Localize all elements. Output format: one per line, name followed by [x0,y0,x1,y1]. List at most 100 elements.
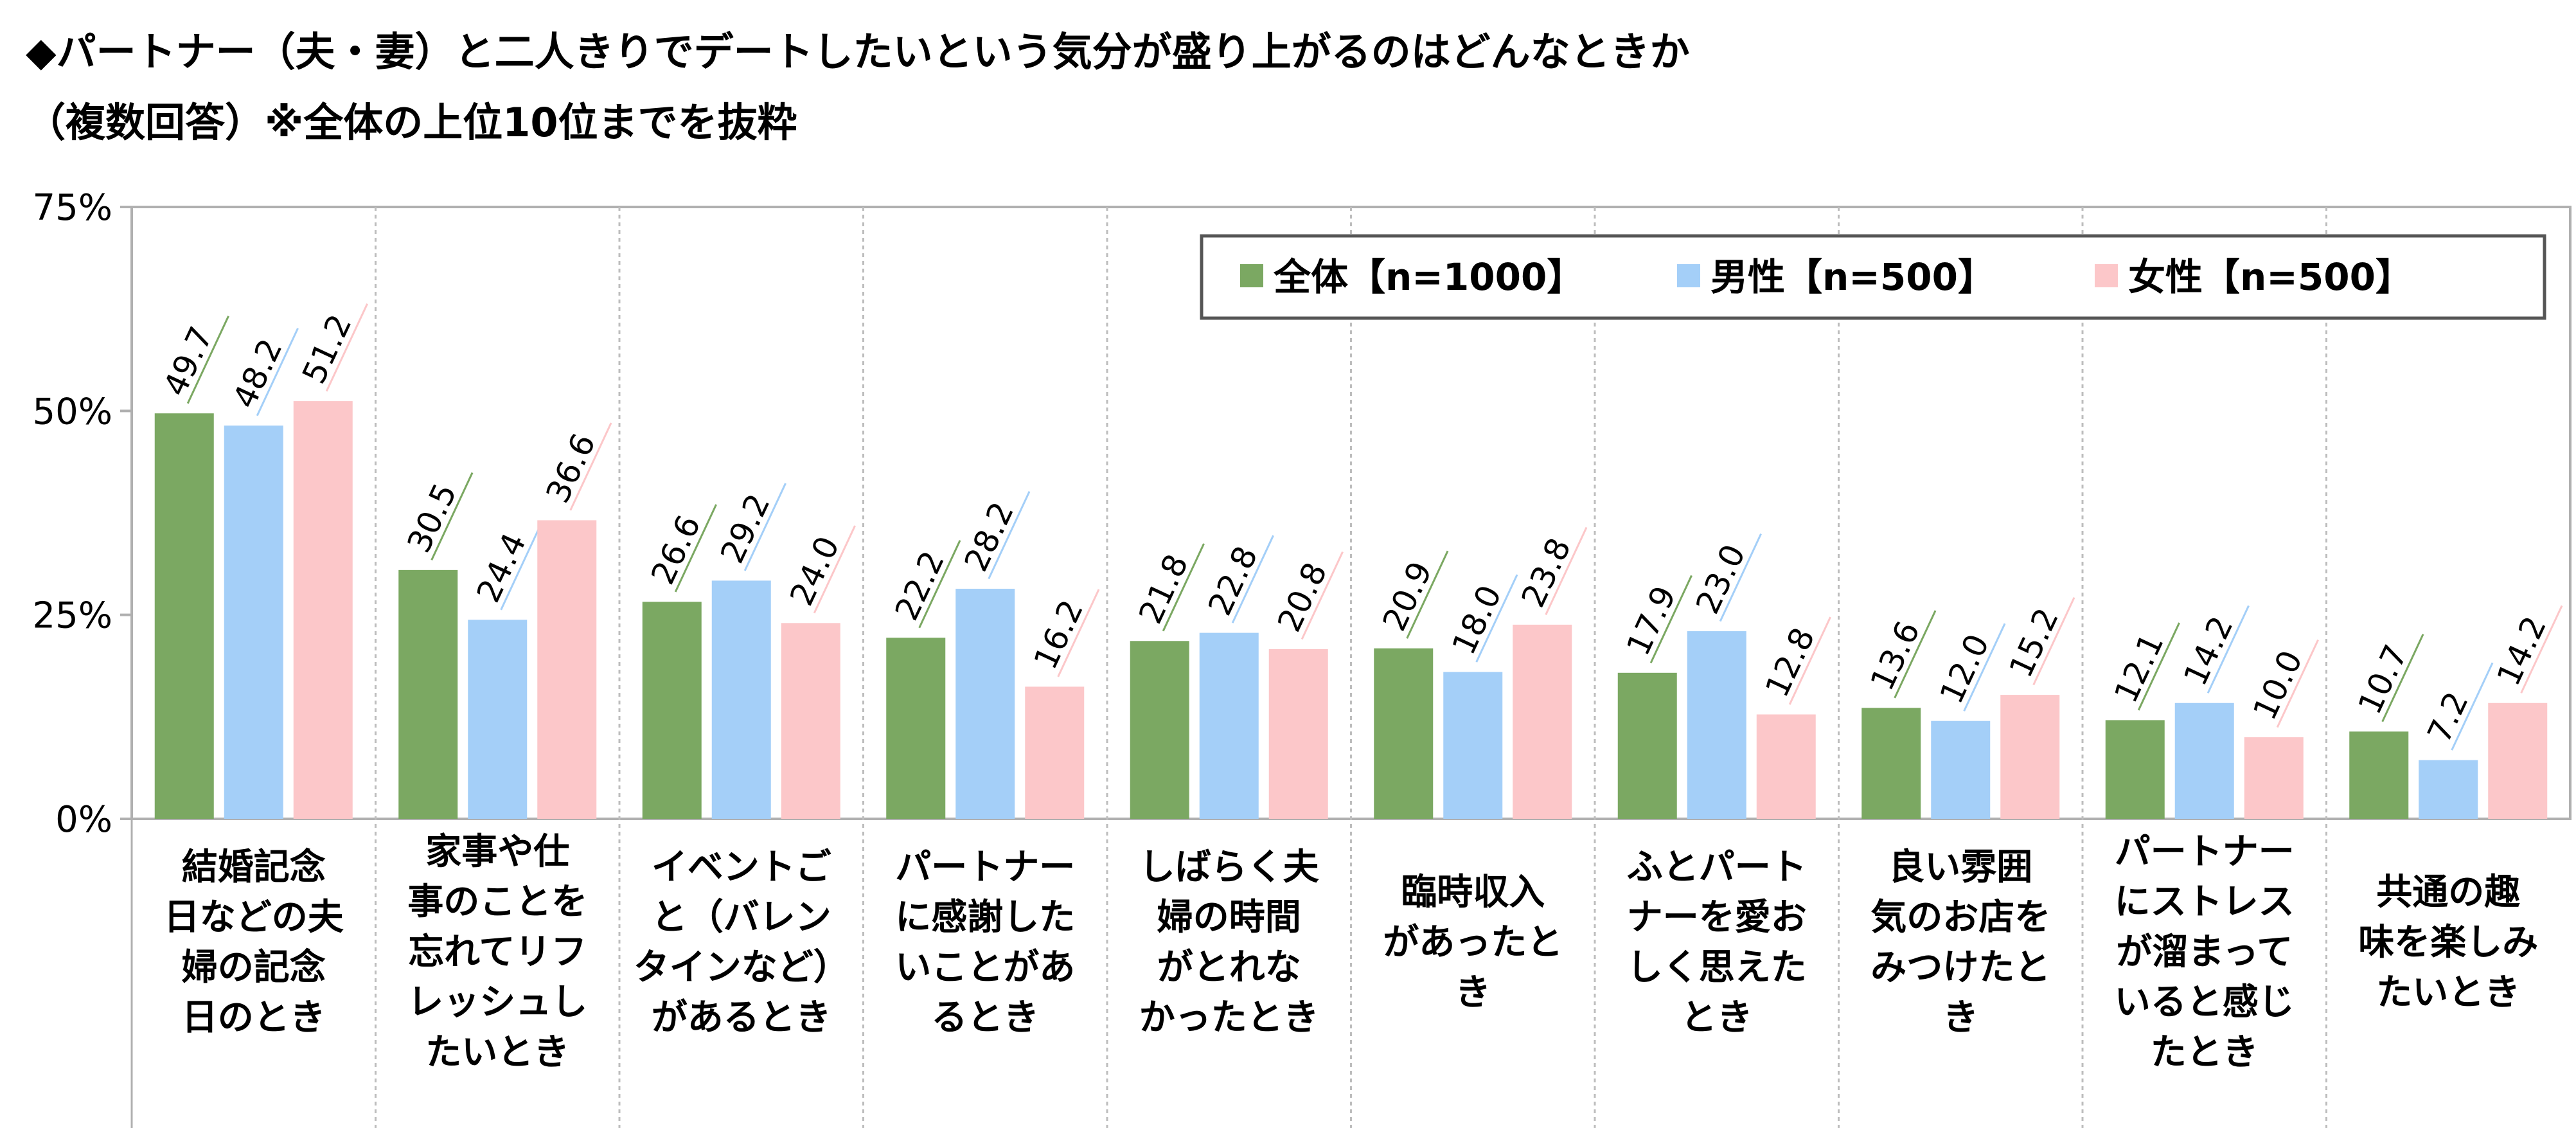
x-tick-label: 日などの夫 [164,897,344,938]
data-label: 12.0 [1933,629,1997,709]
x-tick-label: き [1455,972,1491,1014]
x-tick-label: 味を楽しみ [2358,922,2538,963]
x-tick-label: 忘れてリフ [408,931,587,973]
x-tick-label: ふとパート [1627,846,1807,888]
data-label-underline [1963,623,2006,712]
data-label-underline [1057,589,1100,677]
x-tick-label: にストレス [2115,881,2295,923]
x-tick-label: 良い雰囲 [1888,846,2032,888]
bar [2000,695,2060,819]
data-label: 29.2 [713,488,777,569]
data-label-group: 26.6 [644,504,717,593]
data-label: 24.4 [470,528,534,608]
bar [1443,672,1503,819]
data-label-underline [1231,535,1274,623]
data-label-group: 48.2 [226,328,299,416]
data-label: 14.2 [2176,611,2241,691]
data-label: 20.8 [1270,557,1335,637]
data-label-underline [918,540,961,629]
legend-box [1200,234,2546,320]
x-tick-label: 気のお店を [1870,897,2050,938]
y-tick-label: 50% [33,391,112,433]
data-label-group: 36.6 [539,422,612,511]
data-label-underline [1719,533,1762,622]
x-tick-label: たいとき [2376,972,2520,1014]
data-label-underline [1788,616,1831,705]
bar [2105,720,2165,819]
bar [781,623,840,819]
data-label-underline [1301,551,1344,640]
bar [293,401,353,819]
bar [886,638,946,819]
data-label-group: 14.2 [2176,605,2250,694]
data-label-group: 20.9 [1376,550,1449,639]
data-label-group: 28.2 [957,491,1031,580]
data-label-underline [988,491,1031,580]
data-label: 21.8 [1132,549,1196,629]
data-label-group: 17.9 [1619,575,1692,663]
x-tick-label: パートナー [895,846,1075,888]
bar [2349,731,2409,819]
data-label-underline [2520,605,2563,694]
legend-swatch [1240,264,1263,287]
data-label-group: 16.2 [1027,589,1100,677]
x-tick-label: とき [1681,997,1753,1039]
x-tick-label: 共通の趣 [2376,872,2520,913]
data-label: 36.6 [539,428,603,508]
x-tick-label: に感謝した [895,897,1075,938]
bar [1931,721,1991,819]
data-label: 22.2 [888,546,952,626]
x-tick-label: るとき [931,997,1039,1039]
x-tick-label: みつけたと [1870,947,2050,989]
x-tick-label: 事のことを [407,881,587,923]
bar [154,413,214,819]
y-tick-label: 75% [33,187,112,229]
x-tick-label: いると感じ [2115,981,2295,1023]
bar [1617,672,1677,819]
data-label-underline [325,303,368,392]
x-tick-label: たいとき [425,1032,569,1073]
bar [1025,686,1085,819]
data-label: 15.2 [2002,602,2066,683]
bar [1374,648,1434,819]
data-label-underline [1545,526,1588,616]
data-label: 23.8 [1515,532,1579,613]
data-label: 13.6 [1863,616,1928,696]
x-tick-label: と（バレン [652,897,831,938]
data-label-underline [500,522,543,611]
chart-subtitle: （複数回答）※全体の上位10位までを抜粋 [26,99,797,146]
x-tick-label: 婦の時間 [1157,897,1301,938]
data-label: 26.6 [644,510,708,590]
bar [2174,703,2234,819]
data-label-group: 24.0 [783,525,856,614]
bar [955,589,1015,819]
y-tick-label: 0% [55,799,112,841]
bar [468,620,528,819]
x-tick-label: タインなど） [634,947,849,989]
data-label-group: 29.2 [713,483,786,571]
bar [1687,631,1746,819]
data-label: 23.0 [1689,539,1753,619]
x-tick-label: が溜まって [2116,931,2293,973]
data-label-underline [1406,550,1449,639]
x-tick-label: があるとき [652,997,831,1039]
x-tick-label: ナーを愛お [1627,897,1807,938]
data-label: 12.8 [1758,622,1822,703]
bar [1268,649,1328,819]
bar [642,602,702,819]
data-label-underline [569,422,612,511]
data-label-group: 10.7 [2351,634,2424,722]
legend-label: 女性【n=500】 [2128,255,2413,299]
bar [1130,641,1189,819]
x-tick-label: しばらく夫 [1139,846,1320,888]
data-label: 22.8 [1201,541,1265,621]
data-label-group: 22.8 [1201,535,1274,623]
x-tick-label: しく思えた [1627,947,1807,989]
data-label-underline [256,328,299,416]
x-tick-label: イベントご [652,846,831,888]
data-label-group: 14.2 [2490,605,2563,694]
x-tick-label: 臨時収入 [1401,872,1545,913]
legend-swatch [2095,264,2118,287]
x-tick-label: パートナー [2115,831,2295,873]
